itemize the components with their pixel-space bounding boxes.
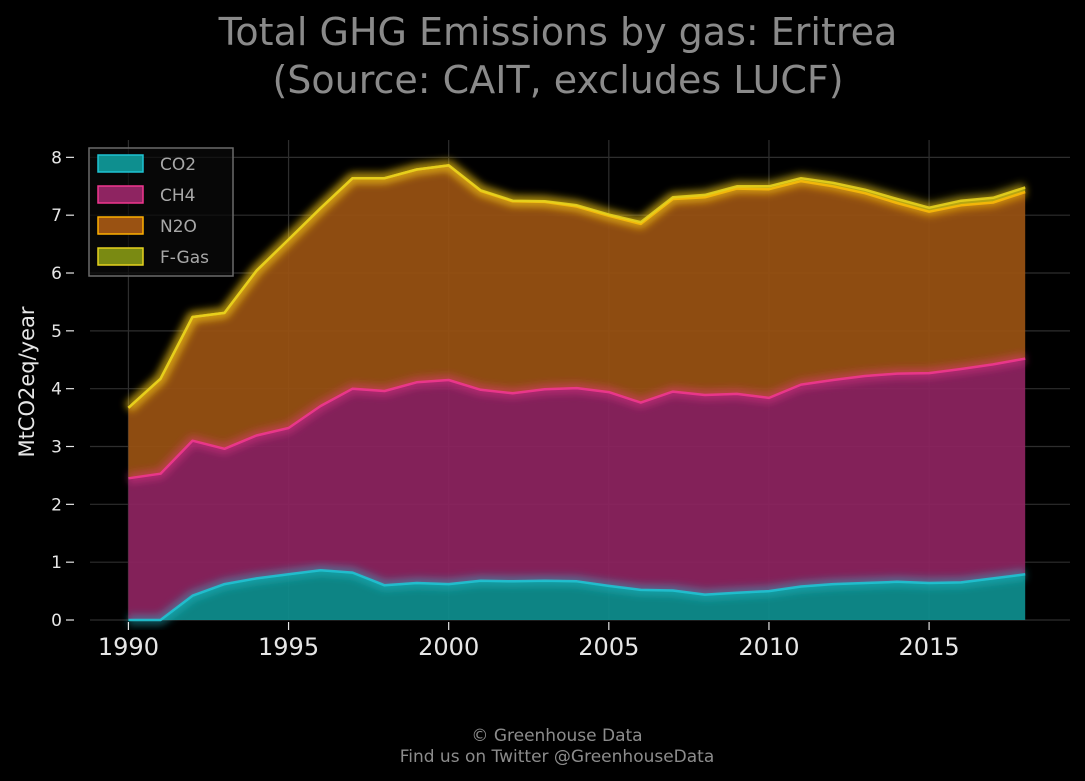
chart-title-line-2: (Source: CAIT, excludes LUCF) — [272, 58, 843, 102]
y-tick-label: 7 — [51, 206, 62, 226]
area-co2 — [128, 570, 1026, 620]
y-tick-label: 4 — [51, 380, 62, 400]
area-n2o — [128, 165, 1026, 479]
legend-label-ch4: CH4 — [160, 186, 195, 206]
legend-swatch-f-gas — [97, 247, 144, 266]
y-tick-label: 6 — [51, 264, 62, 284]
stacked-areas — [128, 165, 1026, 620]
legend-label-co2: CO2 — [160, 155, 196, 175]
legend-swatch-n2o — [97, 216, 144, 235]
series-lines — [125, 160, 1027, 625]
line-co2 — [128, 569, 1026, 622]
y-axis-ticks: 0 1 2 3 4 5 6 7 8 — [51, 148, 74, 631]
legend-label-n2o: N2O — [160, 217, 197, 237]
y-tick-label: 0 — [51, 611, 62, 631]
y-tick-label: 2 — [51, 495, 62, 515]
x-axis-ticks: 1990 1995 2000 2005 2010 2015 — [98, 622, 960, 661]
legend-swatch-ch4 — [97, 185, 144, 204]
area-ch4 — [128, 358, 1026, 620]
footer-twitter: Find us on Twitter @GreenhouseData — [400, 747, 715, 767]
legend-swatch-co2 — [97, 154, 144, 173]
footer-copyright: © Greenhouse Data — [471, 726, 642, 746]
line-ch4 — [128, 357, 1026, 480]
x-tick-label: 2005 — [578, 633, 639, 661]
y-tick-label: 5 — [51, 322, 62, 342]
x-tick-label: 2000 — [418, 633, 479, 661]
chart-title-line-1: Total GHG Emissions by gas: Eritrea — [218, 10, 898, 54]
y-tick-label: 8 — [51, 148, 62, 168]
y-tick-label: 3 — [51, 438, 62, 458]
x-tick-label: 1990 — [98, 633, 159, 661]
y-tick-label: 1 — [51, 553, 62, 573]
x-tick-label: 2010 — [738, 633, 799, 661]
x-tick-label: 1995 — [258, 633, 319, 661]
line-f-gas — [127, 164, 1026, 409]
x-tick-label: 2015 — [899, 633, 960, 661]
legend: CO2 CH4 N2O F-Gas — [88, 147, 234, 277]
y-axis-label: MtCO2eq/year — [15, 306, 39, 457]
legend-label-f-gas: F-Gas — [160, 248, 209, 268]
